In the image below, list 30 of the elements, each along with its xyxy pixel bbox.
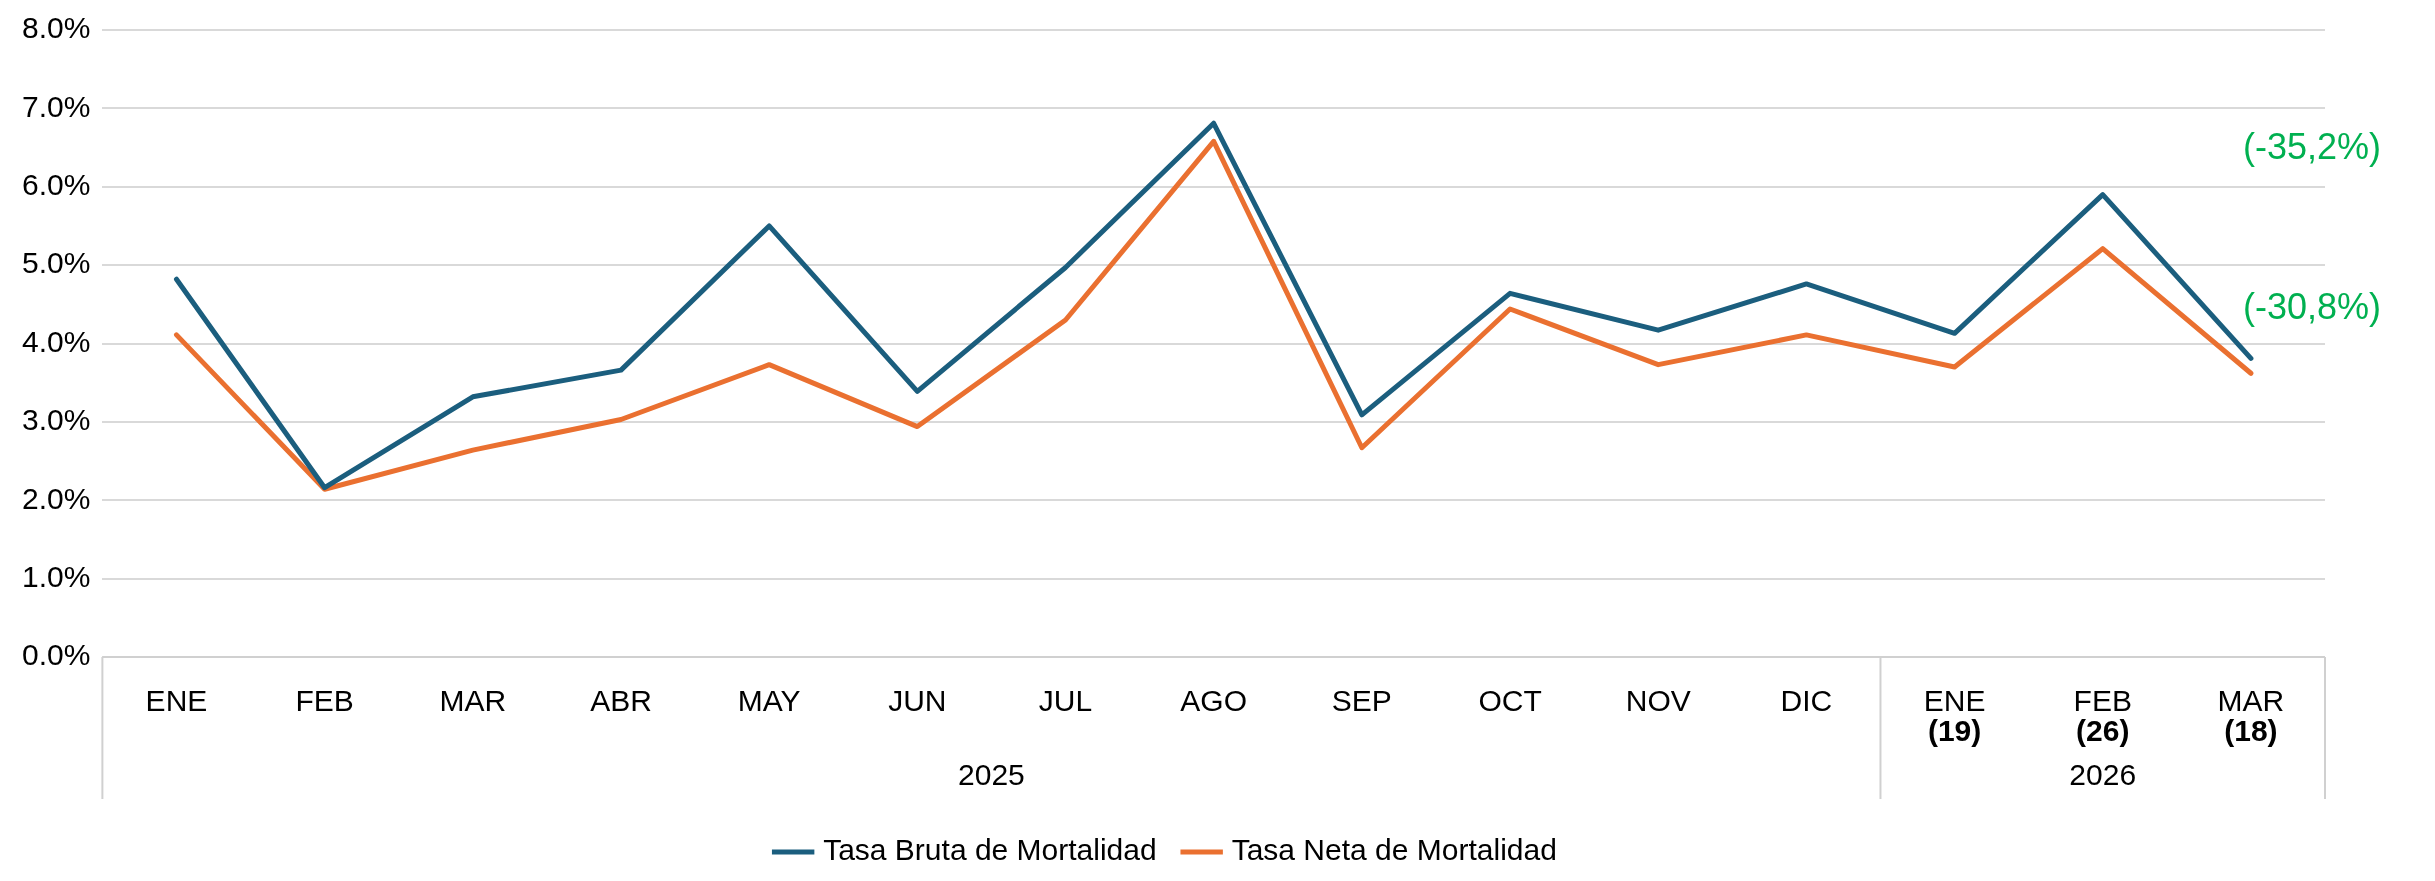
text: 2025 [958,758,1025,792]
x-tick-label: FEB [295,684,354,718]
legend-label: Tasa Bruta de Mortalidad [823,833,1157,867]
y-tick-label: 7.0% [21,89,91,123]
x-tick-label: OCT [1478,684,1542,718]
x-tick-label: MAR (18) [2217,684,2285,748]
annotation: (-35,2%) [2242,126,2381,168]
x-tick-label: JUL [1038,684,1093,718]
y-tick-label: 5.0% [21,246,91,280]
x-tick-label: ENE (19) [1923,684,1986,748]
legend-label: Tasa Neta de Mortalidad [1231,833,1557,867]
y-tick-label: 2.0% [21,481,91,515]
x-tick-label: ENE [145,684,208,718]
y-tick-label: 0.0% [21,638,91,672]
y-tick-label: 6.0% [21,168,91,202]
x-tick-label: MAR [439,684,507,718]
y-tick-label: 4.0% [21,324,91,358]
x-tick-label: JUN [888,684,947,718]
annotation: (-30,8%) [2242,285,2381,327]
x-tick-label: MAY [737,684,801,718]
text: 2026 [2069,758,2137,792]
y-tick-label: 3.0% [21,403,91,437]
y-tick-label: 8.0% [21,11,91,45]
x-tick-label: DIC [1780,684,1833,718]
x-tick-label: SEP [1331,684,1392,718]
x-tick-label: NOV [1625,684,1691,718]
y-tick-label: 1.0% [21,559,91,593]
x-tick-label: ABR [590,684,652,718]
x-tick-label: AGO [1180,684,1248,718]
x-tick-label: FEB (26) [2073,684,2132,748]
